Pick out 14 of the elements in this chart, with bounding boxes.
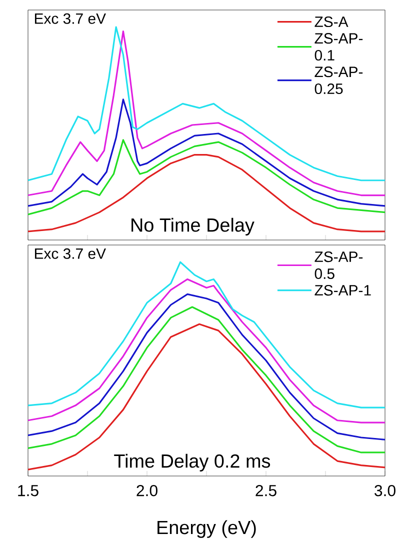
- annotation: No Time Delay: [132, 218, 254, 236]
- x-axis-title: Energy (eV): [158, 520, 256, 538]
- x-tick-label: 2.0: [136, 484, 158, 496]
- legend-label: ZS-AP-1: [314, 284, 371, 296]
- text: Exc 3.7 eV: [34, 248, 106, 259]
- legend-label: ZS-AP-0.1: [314, 33, 363, 61]
- text: Exc 3.7 eV: [34, 13, 106, 24]
- x-tick-label: 2.5: [256, 484, 276, 496]
- legend-label: ZS-AP-0.5: [314, 251, 363, 280]
- legend-label: ZS-A: [314, 16, 348, 28]
- legend-label: ZS-AP-0.25: [314, 66, 363, 94]
- annotation: Time Delay 0.2 ms: [114, 454, 270, 472]
- x-tick-label: 1.5: [18, 485, 38, 496]
- x-tick-label: 3.0: [374, 484, 396, 496]
